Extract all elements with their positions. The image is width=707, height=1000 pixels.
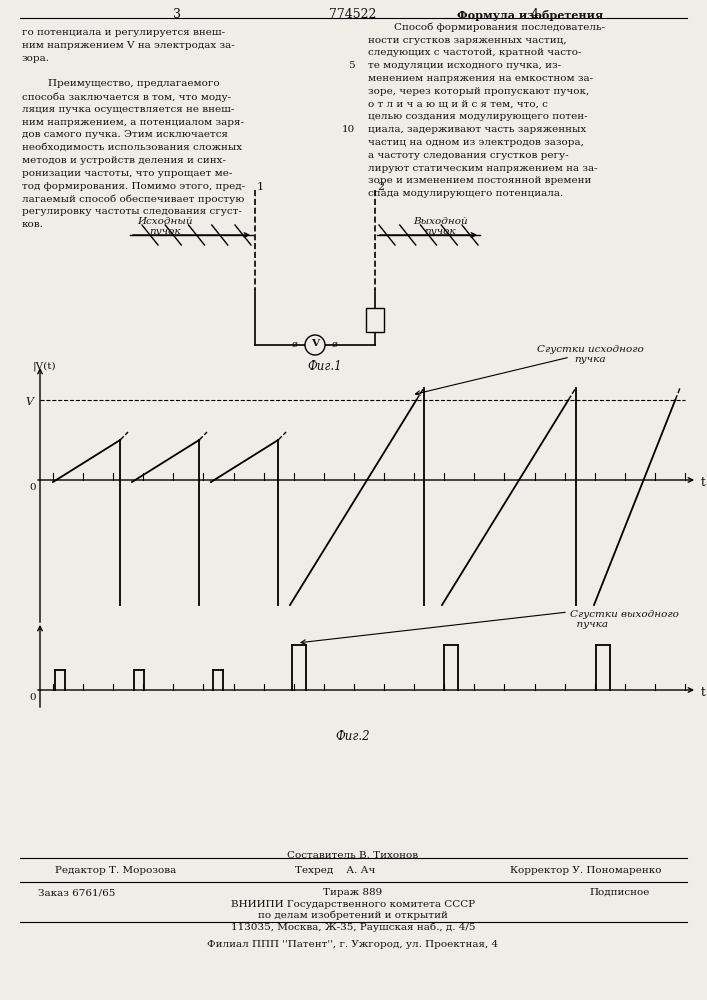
Text: Редактор Т. Морозова: Редактор Т. Морозова bbox=[55, 866, 176, 875]
Text: Корректор У. Пономаренко: Корректор У. Пономаренко bbox=[510, 866, 662, 875]
Text: зоре, через который пропускают пучок,: зоре, через который пропускают пучок, bbox=[368, 87, 589, 96]
Text: 1: 1 bbox=[257, 182, 264, 192]
Text: ронизации частоты, что упрощает ме-: ронизации частоты, что упрощает ме- bbox=[22, 169, 233, 178]
Text: регулировку частоты следования сгуст-: регулировку частоты следования сгуст- bbox=[22, 207, 242, 216]
Text: необходимость использования сложных: необходимость использования сложных bbox=[22, 143, 242, 152]
Text: Сгустки выходного
  пучка: Сгустки выходного пучка bbox=[570, 610, 679, 629]
Text: t: t bbox=[701, 476, 706, 489]
Text: V: V bbox=[311, 340, 319, 349]
Text: по делам изобретений и открытий: по делам изобретений и открытий bbox=[258, 911, 448, 920]
Text: спада модулирующего потенциала.: спада модулирующего потенциала. bbox=[368, 189, 563, 198]
Text: тод формирования. Помимо этого, пред-: тод формирования. Помимо этого, пред- bbox=[22, 182, 245, 191]
Text: 774522: 774522 bbox=[329, 8, 377, 21]
Text: Сгустки исходного
пучка: Сгустки исходного пучка bbox=[537, 345, 643, 364]
Text: менением напряжения на емкостном за-: менением напряжения на емкостном за- bbox=[368, 74, 593, 83]
Text: лагаемый способ обеспечивает простую: лагаемый способ обеспечивает простую bbox=[22, 194, 245, 204]
Text: го потенциала и регулируется внеш-: го потенциала и регулируется внеш- bbox=[22, 28, 225, 37]
Text: 5: 5 bbox=[349, 61, 355, 70]
Text: Преимущество, предлагаемого: Преимущество, предлагаемого bbox=[22, 79, 220, 88]
Text: |V(t): |V(t) bbox=[33, 361, 57, 371]
Text: ø: ø bbox=[292, 340, 298, 349]
Text: Подписное: Подписное bbox=[590, 888, 650, 897]
Text: те модуляции исходного пучка, из-: те модуляции исходного пучка, из- bbox=[368, 61, 561, 70]
Text: 0: 0 bbox=[30, 483, 36, 492]
Text: способа заключается в том, что моду-: способа заключается в том, что моду- bbox=[22, 92, 231, 102]
Text: Выходной
пучок: Выходной пучок bbox=[413, 217, 467, 236]
Text: методов и устройств деления и синх-: методов и устройств деления и синх- bbox=[22, 156, 226, 165]
Text: ним напряжением V на электродах за-: ним напряжением V на электродах за- bbox=[22, 41, 235, 50]
Text: V: V bbox=[25, 397, 33, 407]
Text: зоре и изменением постоянной времени: зоре и изменением постоянной времени bbox=[368, 176, 591, 185]
Text: 3: 3 bbox=[173, 8, 181, 21]
Text: t: t bbox=[701, 686, 706, 699]
Text: Заказ 6761/65: Заказ 6761/65 bbox=[38, 888, 115, 897]
Text: 4: 4 bbox=[531, 8, 539, 21]
Text: Составитель В. Тихонов: Составитель В. Тихонов bbox=[288, 851, 419, 860]
Text: Фиг.1: Фиг.1 bbox=[308, 360, 342, 373]
Text: Исходный
пучок: Исходный пучок bbox=[137, 217, 193, 236]
Text: ним напряжением, а потенциалом заря-: ним напряжением, а потенциалом заря- bbox=[22, 118, 244, 127]
Text: дов самого пучка. Этим исключается: дов самого пучка. Этим исключается bbox=[22, 130, 228, 139]
Text: Филиал ППП ''Патент'', г. Ужгород, ул. Проектная, 4: Филиал ППП ''Патент'', г. Ужгород, ул. П… bbox=[207, 940, 498, 949]
Text: зора.: зора. bbox=[22, 54, 50, 63]
Text: лируют статическим напряжением на за-: лируют статическим напряжением на за- bbox=[368, 164, 597, 173]
Text: 2: 2 bbox=[377, 182, 384, 192]
Text: ков.: ков. bbox=[22, 220, 44, 229]
Text: ø: ø bbox=[332, 340, 338, 349]
Text: Тираж 889: Тираж 889 bbox=[323, 888, 382, 897]
Text: 10: 10 bbox=[341, 125, 355, 134]
Text: ности сгустков заряженных частиц,: ности сгустков заряженных частиц, bbox=[368, 36, 566, 45]
Circle shape bbox=[305, 335, 325, 355]
Text: Техред    А. Ач: Техред А. Ач bbox=[295, 866, 375, 875]
Text: 113035, Москва, Ж-35, Раушская наб., д. 4/5: 113035, Москва, Ж-35, Раушская наб., д. … bbox=[230, 922, 475, 932]
Text: циала, задерживают часть заряженных: циала, задерживают часть заряженных bbox=[368, 125, 586, 134]
Text: целью создания модулирующего потен-: целью создания модулирующего потен- bbox=[368, 112, 588, 121]
Text: частиц на одном из электродов зазора,: частиц на одном из электродов зазора, bbox=[368, 138, 584, 147]
Text: следующих с частотой, кратной часто-: следующих с частотой, кратной часто- bbox=[368, 48, 581, 57]
Text: Фиг.2: Фиг.2 bbox=[336, 730, 370, 743]
Text: ляция пучка осуществляется не внеш-: ляция пучка осуществляется не внеш- bbox=[22, 105, 235, 114]
Text: Способ формирования последователь-: Способ формирования последователь- bbox=[368, 23, 605, 32]
Text: Формула изобретения: Формула изобретения bbox=[457, 10, 603, 21]
Text: ВНИИПИ Государственного комитета СССР: ВНИИПИ Государственного комитета СССР bbox=[231, 900, 475, 909]
Text: о т л и ч а ю щ и й с я тем, что, с: о т л и ч а ю щ и й с я тем, что, с bbox=[368, 100, 548, 109]
Text: 0: 0 bbox=[30, 693, 36, 702]
Bar bbox=[366, 308, 384, 332]
Text: а частоту следования сгустков регу-: а частоту следования сгустков регу- bbox=[368, 151, 568, 160]
